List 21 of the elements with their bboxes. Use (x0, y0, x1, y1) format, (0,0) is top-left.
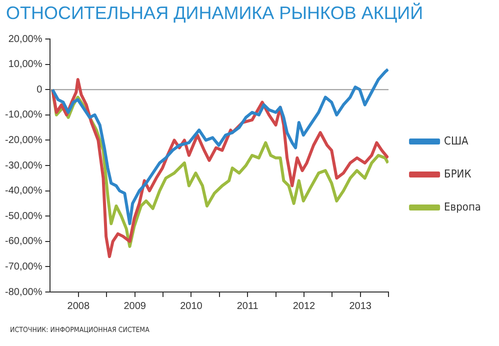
x-tick-label: 2008 (67, 300, 90, 312)
x-tick-label: 2009 (124, 300, 146, 312)
x-tick-label: 2013 (349, 300, 372, 312)
y-tick-label: -30,00% (4, 160, 42, 172)
y-tick-label: -20,00% (4, 134, 42, 146)
legend-label: Европа (444, 200, 482, 214)
y-tick-label: -40,00% (4, 186, 42, 197)
y-tick-label: -10,00% (4, 110, 42, 121)
x-tick-label: 2011 (236, 300, 259, 312)
y-tick-label: -70,00% (4, 261, 42, 272)
legend-label: БРИК (444, 167, 472, 180)
chart-title: ОТНОСИТЕЛЬНАЯ ДИНАМИКА РЫНКОВ АКЦИЙ (6, 3, 424, 24)
y-tick-label: 0 (36, 84, 43, 96)
y-tick-label: -50,00% (4, 210, 42, 222)
y-tick-label: 10,00% (8, 59, 42, 70)
y-tick-label: -80,00% (4, 286, 42, 298)
legend-label: США (444, 134, 469, 148)
y-tick-label: -60,00% (4, 236, 42, 248)
x-tick-label: 2010 (180, 300, 203, 312)
y-tick-label: 20,00% (8, 34, 42, 45)
x-tick-label: 2012 (292, 300, 316, 312)
